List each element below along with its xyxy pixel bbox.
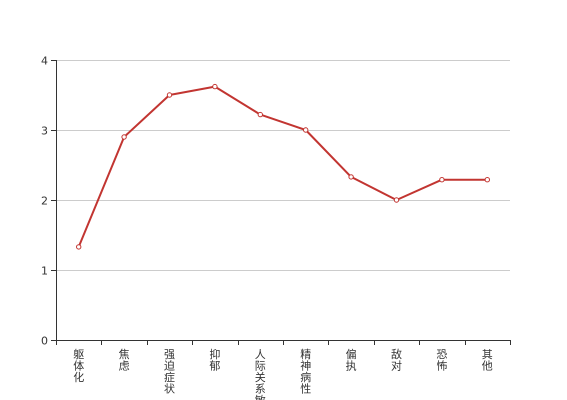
data-point (303, 127, 309, 133)
x-tick-label: 偏执 (346, 347, 357, 373)
x-tick-label: 人际关系敏感 (255, 348, 266, 400)
data-point (348, 174, 354, 180)
data-point (439, 177, 445, 183)
x-tick-label: 恐怖 (436, 348, 447, 373)
data-point (121, 134, 127, 140)
data-point (257, 111, 263, 118)
series-line (77, 85, 488, 248)
x-tick-label: 躯体化 (73, 348, 84, 384)
y-axis-tick-labels: 0 1 2 3 4 (41, 55, 48, 348)
x-tick-label: 强迫症状 (164, 348, 175, 396)
data-point (166, 92, 173, 98)
y-tick-label: 0 (41, 335, 48, 348)
x-tick-label: 焦虑 (119, 348, 130, 373)
data-point (76, 244, 82, 250)
grid-lines (56, 60, 510, 271)
x-tick-label: 精神病性 (300, 348, 311, 396)
series-group (76, 83, 490, 250)
x-tick-label: 其他 (482, 348, 493, 373)
data-point (393, 197, 400, 203)
x-tick-label: 敌对 (391, 347, 402, 373)
data-point (212, 83, 218, 90)
y-tick-label: 3 (41, 125, 48, 138)
axes (51, 60, 511, 345)
x-axis-tick-labels: 躯体化 焦虑 强迫症状 抑郁 人际关系敏感 精神病性 偏执 敌对 恐怖 其他 (73, 347, 493, 400)
y-tick-label: 1 (41, 265, 48, 278)
x-tick-label: 抑郁 (209, 347, 220, 373)
y-tick-label: 4 (41, 55, 48, 68)
y-tick-label: 2 (41, 195, 48, 208)
data-point (484, 177, 490, 183)
